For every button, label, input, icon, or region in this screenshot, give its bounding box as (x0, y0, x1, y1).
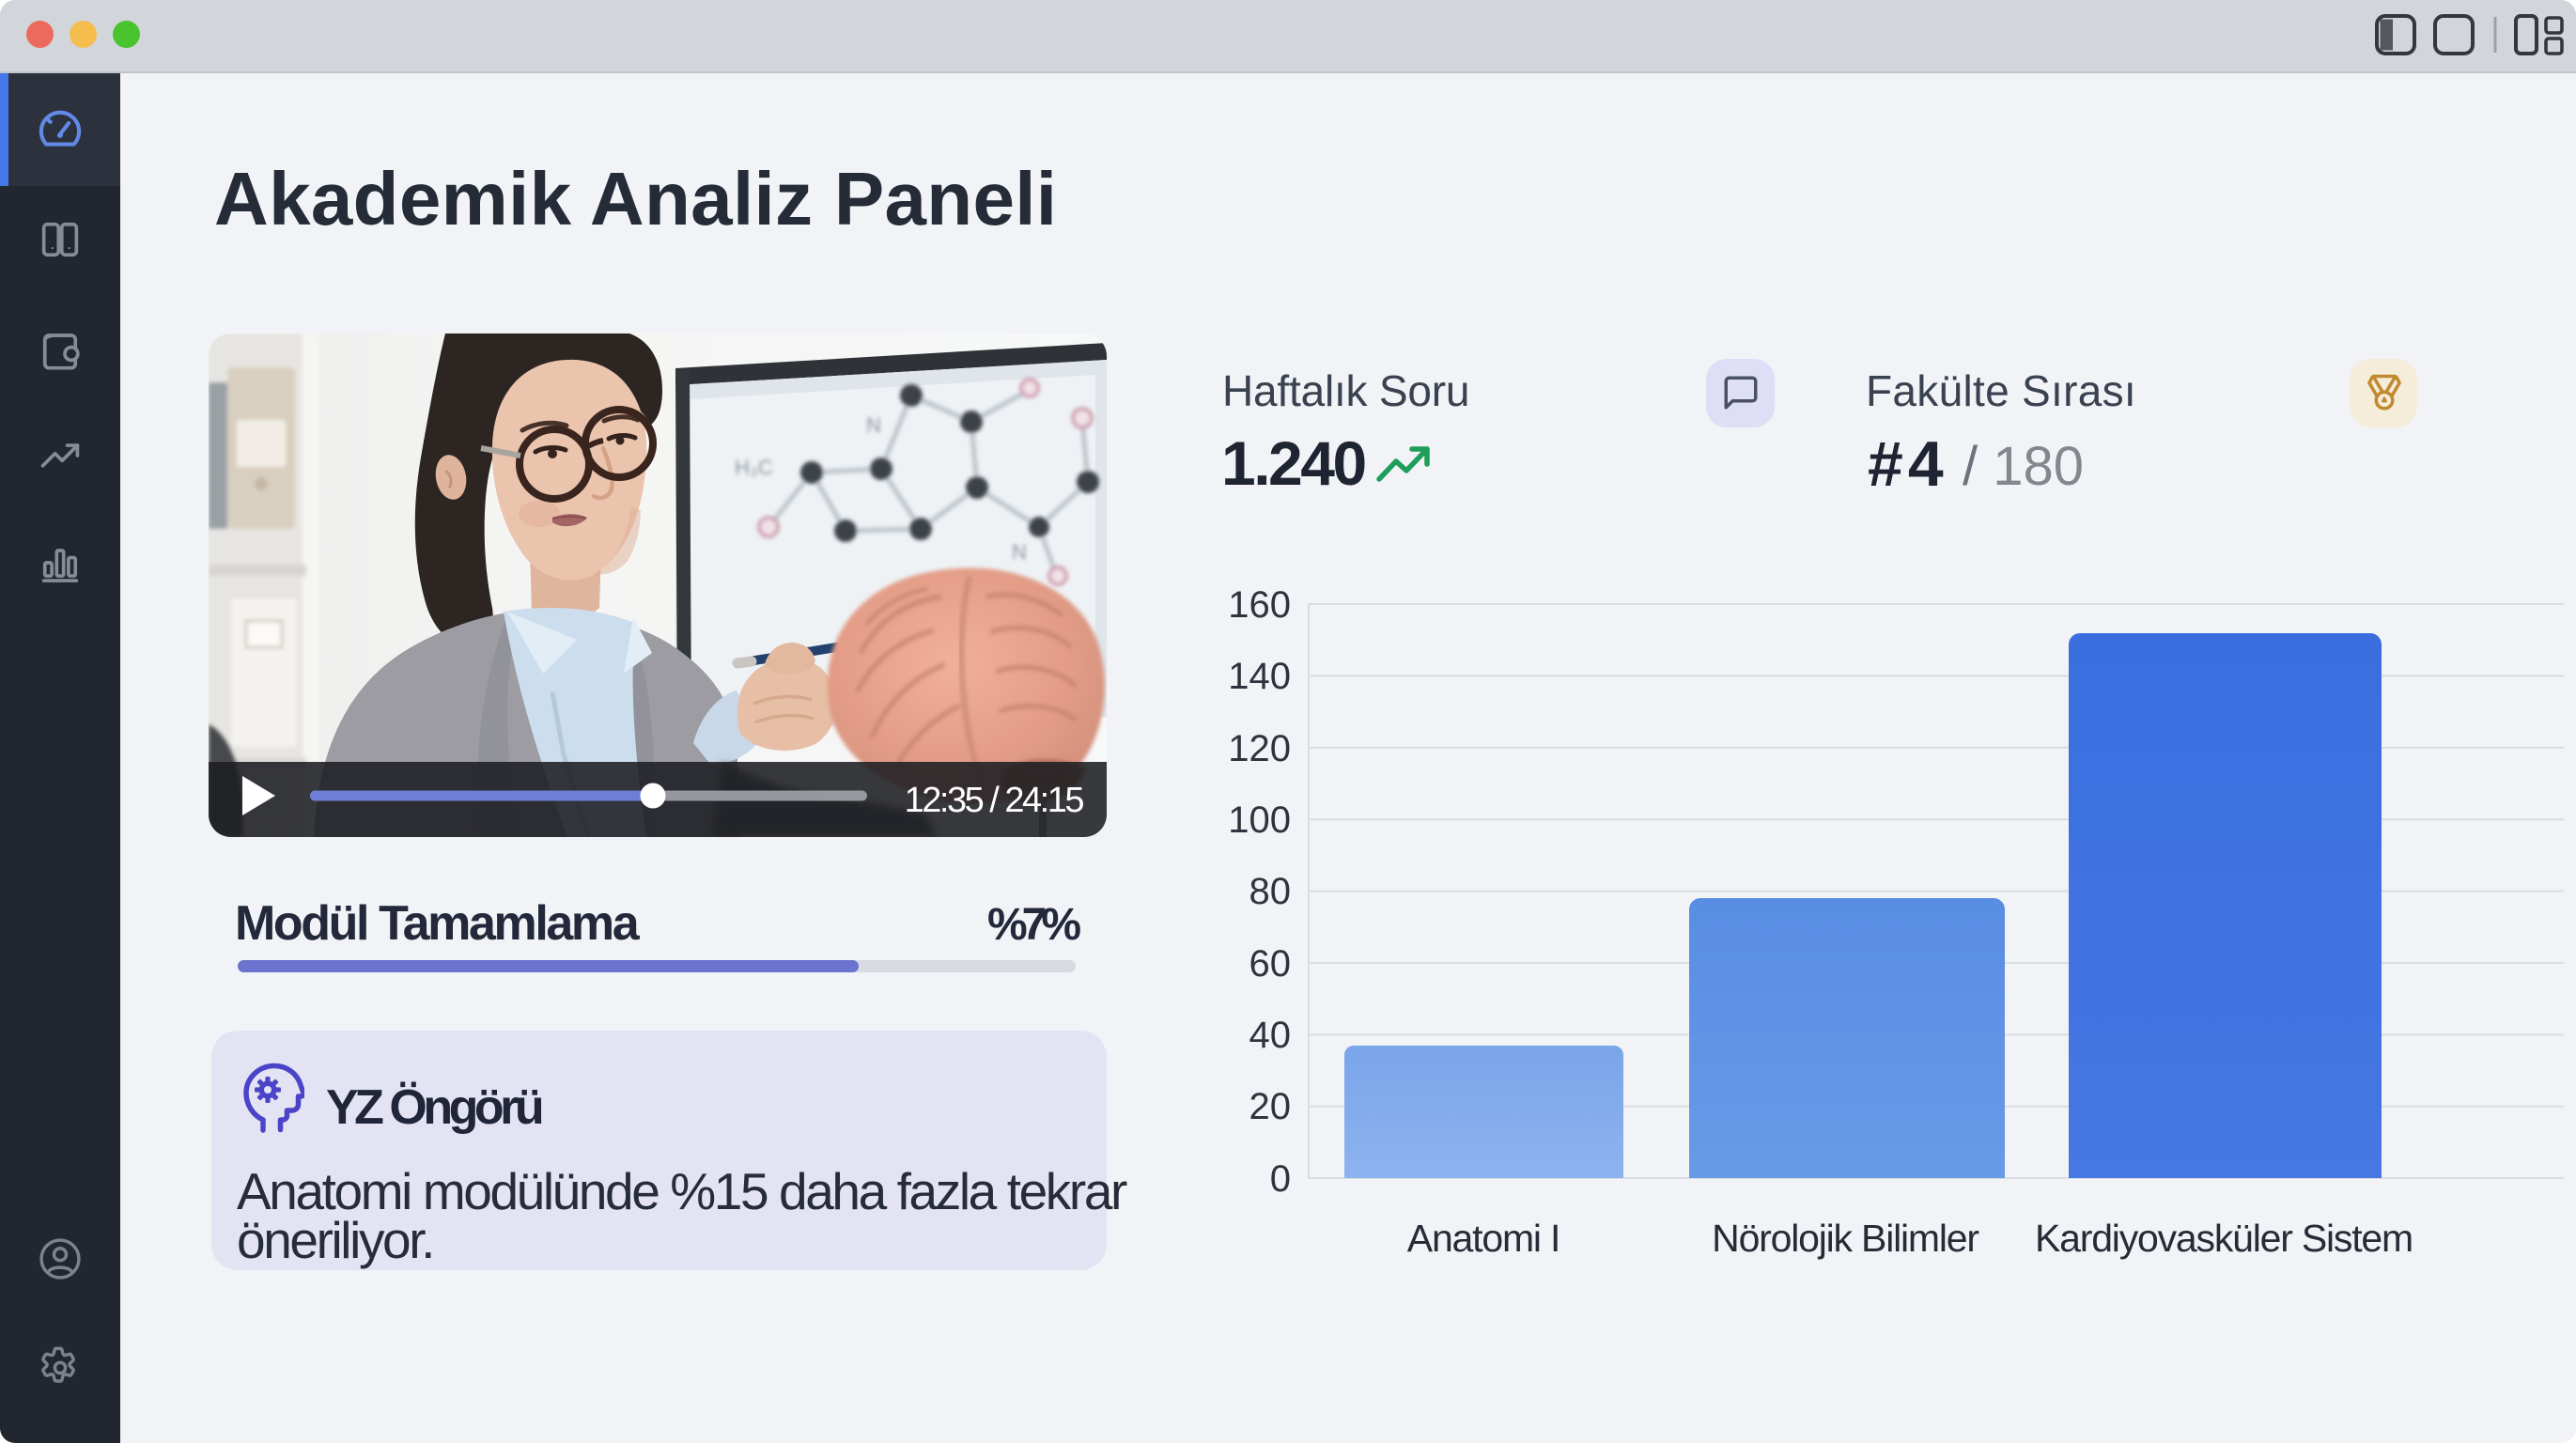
svg-text:Nörolojik Bilimler: Nörolojik Bilimler (1712, 1217, 1979, 1260)
svg-text:100: 100 (1228, 799, 1291, 841)
svg-text:H₃C: H₃C (735, 456, 773, 479)
svg-text:80: 80 (1249, 871, 1292, 912)
svg-text:60: 60 (1249, 943, 1292, 985)
svg-text:Kardiyovasküler Sistem: Kardiyovasküler Sistem (2035, 1217, 2413, 1260)
svg-text:20: 20 (1249, 1086, 1292, 1127)
svg-text:N: N (866, 413, 881, 437)
svg-text:120: 120 (1228, 728, 1291, 769)
svg-text:N: N (1012, 540, 1027, 564)
svg-text:160: 160 (1228, 584, 1291, 626)
svg-text:12:35 / 24:15: 12:35 / 24:15 (905, 781, 1084, 820)
svg-text:140: 140 (1228, 656, 1291, 697)
svg-text:0: 0 (1270, 1158, 1291, 1200)
svg-text:40: 40 (1249, 1015, 1292, 1056)
svg-text:Anatomi I: Anatomi I (1407, 1217, 1560, 1260)
